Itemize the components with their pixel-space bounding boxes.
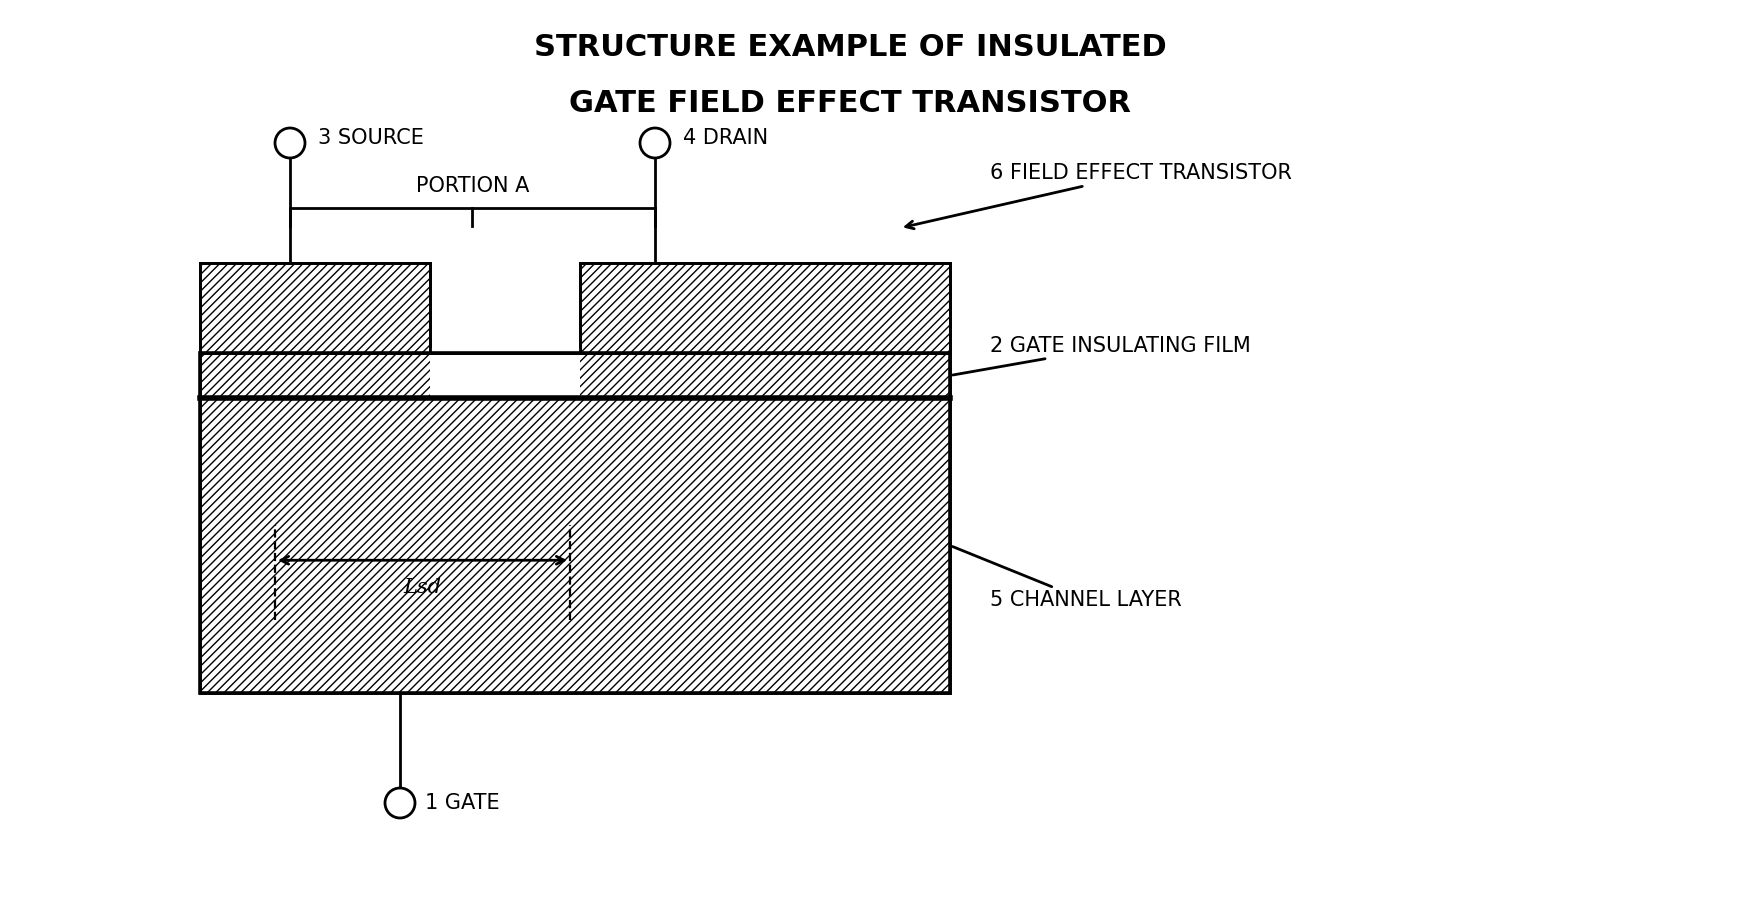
Bar — [201, 353, 950, 398]
Text: STRUCTURE EXAMPLE OF INSULATED: STRUCTURE EXAMPLE OF INSULATED — [534, 34, 1166, 62]
Bar — [430, 348, 580, 398]
Bar — [201, 398, 950, 693]
Text: 4 DRAIN: 4 DRAIN — [683, 128, 768, 148]
Circle shape — [386, 788, 416, 818]
Text: 6 FIELD EFFECT TRANSISTOR: 6 FIELD EFFECT TRANSISTOR — [906, 163, 1292, 229]
Bar — [201, 263, 430, 353]
Text: PORTION A: PORTION A — [416, 176, 529, 196]
Text: 1 GATE: 1 GATE — [424, 793, 499, 813]
Bar — [201, 353, 950, 693]
Bar — [580, 263, 950, 353]
Bar — [580, 263, 950, 353]
Text: 5 CHANNEL LAYER: 5 CHANNEL LAYER — [953, 547, 1182, 611]
Text: 3 SOURCE: 3 SOURCE — [318, 128, 424, 148]
Circle shape — [276, 128, 306, 158]
Bar — [201, 263, 430, 353]
Text: Lsd: Lsd — [403, 578, 442, 597]
Text: GATE FIELD EFFECT TRANSISTOR: GATE FIELD EFFECT TRANSISTOR — [569, 89, 1131, 118]
Circle shape — [641, 128, 670, 158]
Text: 2 GATE INSULATING FILM: 2 GATE INSULATING FILM — [953, 335, 1250, 375]
